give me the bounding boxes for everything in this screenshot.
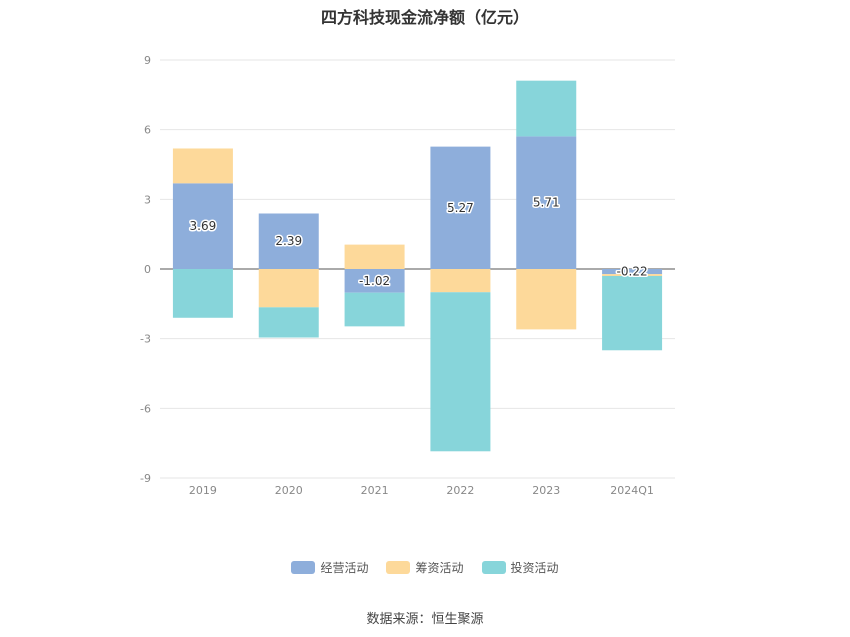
grid-lines [160,59,675,479]
y-tick-label: -9 [140,472,151,485]
data-label: 5.71 [533,196,560,210]
legend-item[interactable]: 筹资活动 [386,559,464,576]
y-tick-label: 9 [144,54,151,67]
bar [516,80,577,137]
legend-swatch [481,561,506,574]
y-axis: 9 6 3 0 -3 -6 -9 [140,54,151,485]
data-label: 5.27 [447,201,474,215]
bar [430,292,491,452]
data-label: -1.02 [359,274,390,288]
data-label: 2.39 [275,234,302,248]
legend-item[interactable]: 投资活动 [481,559,559,576]
bar [602,275,663,351]
chart-title: 四方科技现金流净额（亿元） [320,8,529,27]
bar [258,269,319,308]
y-tick-label: 0 [144,263,151,276]
x-tick-label: 2024Q1 [610,484,654,497]
data-labels: 3.69 2.39 -1.02 5.27 5.71 -0.22 [188,194,649,289]
y-tick-label: -3 [140,333,151,346]
bar [344,244,405,269]
x-tick-label: 2023 [532,484,560,497]
y-tick-label: -6 [140,402,151,415]
data-label: -0.22 [617,265,648,279]
x-axis: 2019 2020 2021 2022 2023 2024Q1 [189,484,654,497]
bar [430,146,491,269]
bar [344,269,405,293]
y-tick-label: 6 [144,124,151,137]
bar [172,269,233,318]
legend-label: 筹资活动 [415,561,464,575]
bar [516,269,577,330]
bar [344,292,405,327]
source-note: 数据来源：恒生聚源 [366,612,484,627]
bar [516,136,577,269]
bar [172,183,233,269]
bar [430,269,491,293]
x-tick-label: 2019 [189,484,217,497]
legend-swatch [291,561,316,574]
data-label: 3.69 [190,219,217,233]
bar [258,213,319,269]
legend-swatch [386,561,411,574]
legend-label: 投资活动 [510,561,559,575]
bars [172,80,663,452]
x-tick-label: 2020 [275,484,303,497]
bar [602,274,663,276]
chart-area: 9 6 3 0 -3 -6 -9 3.69 2.39 -1.02 5.27 5.71 -0.22 20… [140,54,675,497]
legend-item[interactable]: 经营活动 [291,559,368,576]
x-tick-label: 2022 [446,484,474,497]
y-tick-label: 3 [144,193,151,206]
bar [172,148,233,184]
x-tick-label: 2021 [361,484,389,497]
bar [602,269,663,275]
bar [258,307,319,338]
legend: 经营活动 筹资活动 投资活动 [0,559,850,576]
legend-label: 经营活动 [320,561,369,575]
